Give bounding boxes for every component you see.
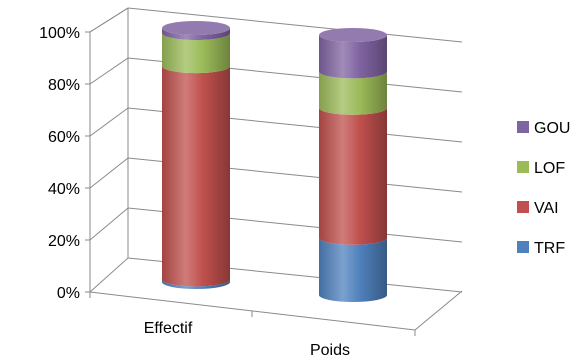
legend-swatch bbox=[517, 241, 529, 253]
category-label-Poids: Poids bbox=[310, 342, 350, 359]
legend-item-VAI: VAI bbox=[517, 200, 559, 217]
gridline-5 bbox=[127, 7, 463, 43]
bar-Effectif-LOF bbox=[162, 33, 230, 74]
y-tick-label: 60% bbox=[48, 129, 80, 146]
bar-top-Poids bbox=[319, 28, 387, 42]
bar-Effectif-GOU bbox=[162, 28, 230, 41]
y-tick-label: 80% bbox=[48, 77, 80, 94]
y-tick-label: 0% bbox=[57, 285, 80, 302]
legend-swatch bbox=[517, 201, 529, 213]
legend-label: LOF bbox=[534, 160, 565, 177]
y-tick-label: 40% bbox=[48, 181, 80, 198]
floor-left-edge bbox=[89, 257, 129, 293]
bar-top-Effectif bbox=[162, 21, 230, 35]
gridline-diagonal-3 bbox=[89, 107, 129, 137]
gridline-diagonal-5 bbox=[89, 7, 129, 33]
legend-item-LOF: LOF bbox=[517, 160, 565, 177]
legend-swatch bbox=[517, 161, 529, 173]
x-axis-ticks bbox=[89, 292, 416, 336]
bar-Effectif-VAI bbox=[162, 66, 230, 287]
category-labels: Effectif Poids bbox=[144, 320, 350, 359]
legend-item-GOU: GOU bbox=[517, 120, 570, 137]
gridlines bbox=[89, 7, 463, 293]
legend-swatch bbox=[517, 121, 529, 133]
bar-Poids-GOU bbox=[319, 35, 387, 79]
y-axis-ticks: 0% 20% 40% 60% 80% 100% bbox=[39, 25, 90, 302]
gridline-diagonal-1 bbox=[89, 207, 129, 241]
category-label-Effectif: Effectif bbox=[144, 320, 193, 337]
gridline-diagonal-4 bbox=[89, 57, 129, 85]
gridline-diagonal-2 bbox=[89, 157, 129, 189]
floor-right-edge bbox=[414, 290, 463, 331]
legend-label: TRF bbox=[534, 240, 565, 257]
legend: GOU LOF VAI TRF bbox=[517, 120, 570, 257]
bar-Poids-LOF bbox=[319, 71, 387, 115]
bar-Poids-VAI bbox=[319, 107, 387, 245]
bar-Poids-TRF bbox=[319, 237, 387, 302]
legend-label: GOU bbox=[534, 120, 570, 137]
y-tick-label: 100% bbox=[39, 25, 80, 42]
chart-frame bbox=[89, 7, 463, 331]
legend-item-TRF: TRF bbox=[517, 240, 565, 257]
y-tick-label: 20% bbox=[48, 233, 80, 250]
legend-label: VAI bbox=[534, 200, 559, 217]
bar-Effectif-TRF bbox=[162, 279, 230, 289]
cylinder-Poids bbox=[319, 28, 387, 302]
bars bbox=[162, 21, 387, 302]
cylinder-Effectif bbox=[162, 21, 230, 289]
